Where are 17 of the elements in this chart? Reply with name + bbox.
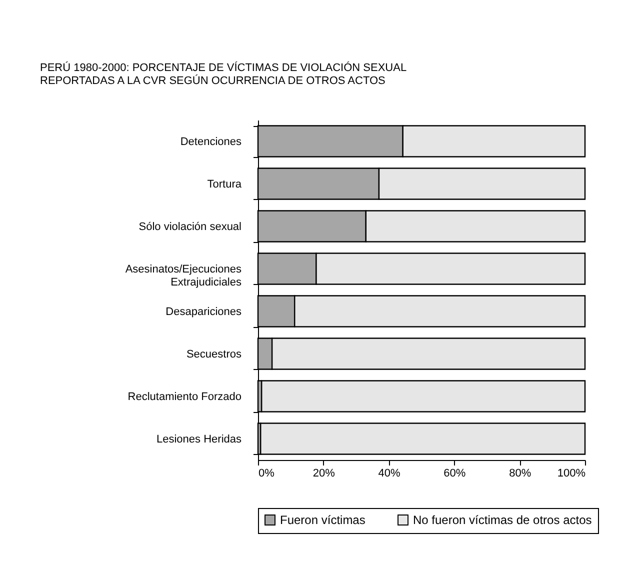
- x-tick-label: 20%: [312, 468, 336, 480]
- x-tick-label: 60%: [444, 468, 466, 480]
- x-tick-label: 100%: [557, 468, 586, 480]
- y-tick-label: Tortura: [207, 178, 242, 190]
- x-tick-label: 80%: [509, 468, 532, 480]
- y-tick-label: Sólo violación sexual: [138, 220, 242, 233]
- legend-label: No fueron víctimas de otros actos: [413, 513, 592, 527]
- x-tick-label: 0%: [258, 468, 275, 480]
- y-tick-label: Reclutamiento Forzado: [128, 390, 242, 403]
- y-tick-label: Lesiones Heridas: [156, 433, 242, 446]
- y-tick-label: Detenciones: [180, 136, 242, 148]
- x-tick-label: 40%: [378, 468, 401, 480]
- chart-title: PERÚ 1980-2000: PORCENTAJE DE VÍCTIMAS DE VIOLACIÓN SEXUAL REPORTADAS A LA CVR SEGÚN OCURRENCIA DE OTROS ACTOS: [40, 61, 407, 87]
- y-tick-label: Desapariciones: [166, 306, 242, 318]
- y-tick-label: Secuestros: [186, 348, 242, 360]
- y-tick-label: Asesinatos/Ejecuciones Extrajudiciales: [125, 263, 242, 288]
- legend-label: Fueron víctimas: [280, 513, 366, 527]
